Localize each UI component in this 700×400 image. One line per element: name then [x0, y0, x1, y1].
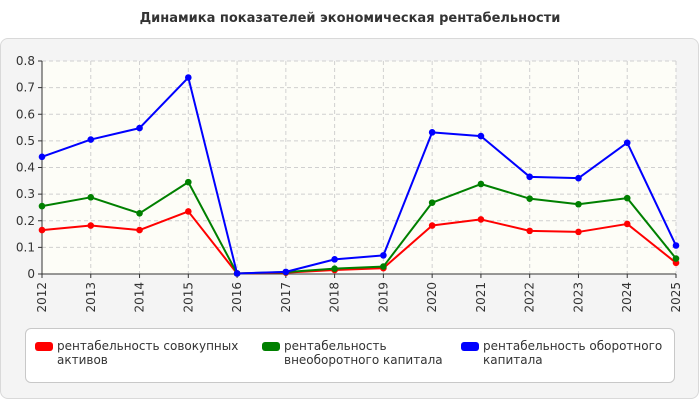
- data-point: [477, 132, 485, 140]
- x-tick-label: 2015: [181, 282, 195, 313]
- data-point: [87, 222, 95, 229]
- legend-item-assets: рентабельность совокупных активов: [35, 339, 247, 367]
- data-point: [575, 174, 582, 182]
- x-tick-label: 2024: [620, 282, 634, 313]
- data-point: [623, 194, 631, 202]
- data-point: [575, 200, 582, 208]
- data-point: [672, 255, 680, 262]
- legend-item-fixed-capital: рентабельность внеоборотного капитала: [262, 339, 474, 367]
- legend-swatch: [461, 342, 479, 351]
- data-point: [428, 129, 436, 136]
- legend-label: рентабельность внеоборотного капитала: [284, 339, 443, 367]
- y-tick-label: 0: [27, 267, 35, 281]
- data-point: [185, 208, 192, 215]
- data-point: [526, 173, 533, 181]
- data-point: [38, 153, 46, 161]
- data-point: [428, 222, 436, 229]
- x-tick-label: 2025: [669, 282, 683, 313]
- y-tick-label: 0.1: [16, 240, 35, 254]
- data-point: [136, 209, 143, 217]
- data-point: [38, 202, 46, 210]
- series-line: [41, 181, 677, 275]
- x-tick-label: 2018: [328, 282, 342, 313]
- y-tick-label: 0.8: [16, 54, 35, 68]
- data-point: [331, 265, 338, 272]
- data-point: [185, 178, 192, 186]
- series-line: [41, 210, 677, 275]
- data-point: [477, 216, 485, 223]
- series-line: [41, 76, 677, 275]
- data-point: [380, 252, 387, 259]
- data-point: [185, 74, 192, 81]
- data-point: [526, 227, 533, 235]
- y-tick-label: 0.7: [16, 81, 35, 95]
- data-point: [526, 195, 533, 202]
- x-tick-label: 2017: [279, 282, 293, 313]
- y-tick-label: 0.5: [16, 134, 35, 148]
- x-tick-label: 2021: [474, 282, 488, 313]
- data-point: [672, 242, 680, 249]
- data-point: [623, 139, 631, 147]
- x-tick-label: 2016: [230, 282, 244, 313]
- data-point: [282, 268, 290, 276]
- y-tick-label: 0.6: [16, 107, 35, 121]
- chart-legend: рентабельность совокупных активов рентаб…: [25, 328, 675, 383]
- x-tick-label: 2013: [84, 282, 98, 313]
- data-point: [623, 220, 631, 228]
- data-point: [87, 194, 95, 201]
- data-point: [136, 124, 143, 132]
- legend-label: рентабельность совокупных активов: [57, 339, 239, 367]
- data-point: [428, 199, 436, 206]
- x-tick-label: 2019: [376, 282, 390, 313]
- legend-item-working-capital: рентабельность оборотного капитала: [461, 339, 673, 367]
- data-point: [233, 270, 241, 277]
- data-point: [477, 180, 485, 188]
- x-tick-label: 2012: [35, 282, 49, 313]
- data-point: [380, 263, 387, 270]
- chart-title: Динамика показателей экономическая рента…: [139, 11, 561, 26]
- x-tick-label: 2014: [133, 282, 147, 313]
- x-tick-label: 2022: [523, 282, 537, 313]
- legend-swatch: [35, 342, 53, 351]
- x-tick-label: 2020: [425, 282, 439, 313]
- data-point: [575, 228, 582, 236]
- legend-swatch: [262, 342, 280, 351]
- x-tick-label: 2023: [571, 282, 585, 313]
- legend-label: рентабельность оборотного капитала: [483, 339, 663, 367]
- y-tick-label: 0.4: [16, 161, 35, 175]
- data-point: [87, 136, 95, 143]
- data-point: [38, 226, 46, 234]
- data-point: [331, 256, 338, 263]
- y-tick-label: 0.3: [16, 187, 35, 201]
- data-point: [136, 226, 143, 234]
- y-tick-label: 0.2: [16, 214, 35, 228]
